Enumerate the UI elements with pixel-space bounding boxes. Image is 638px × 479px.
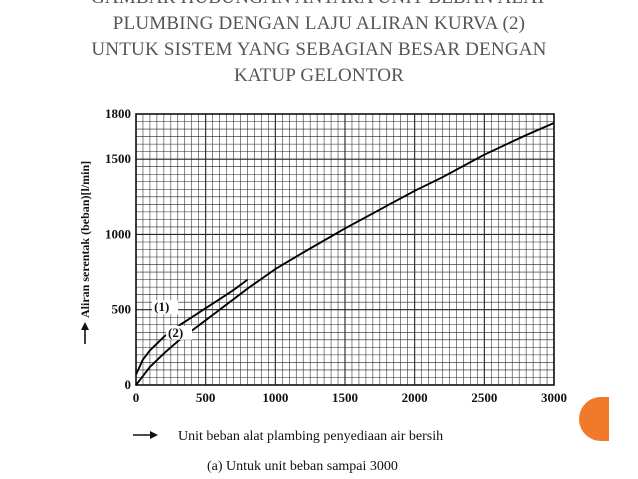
x-tick-label: 2500	[471, 390, 497, 405]
series-label-bg	[166, 325, 193, 340]
title-line-4: KATUP GELONTOR	[233, 65, 405, 86]
x-axis-label-group: Unit beban alat plambing penyediaan air …	[133, 429, 443, 444]
x-tick-label: 0	[133, 390, 140, 405]
y-axis-label-group: Aliran serentak (beban)[l/min]	[78, 161, 92, 344]
y-tick-label: 1000	[105, 226, 131, 241]
series-lines: (1) (2)	[135, 122, 555, 386]
x-tick-label: 1000	[262, 390, 288, 405]
plot-frame	[135, 113, 555, 386]
y-axis-arrow-head	[81, 322, 89, 330]
x-tick-label: 1500	[332, 390, 358, 405]
y-tick-label: 500	[112, 302, 132, 317]
title-line-2: PLUMBING DENGAN LAJU ALIRAN KURVA (2)	[112, 13, 526, 34]
x-tick-label: 3000	[541, 390, 567, 405]
series-line-2	[135, 122, 555, 386]
x-tick-label: 2000	[402, 390, 428, 405]
series-line-1	[135, 278, 249, 375]
y-tick-label: 1500	[105, 151, 131, 166]
x-axis-label: Unit beban alat plambing penyediaan air …	[178, 429, 443, 444]
chart-grid	[135, 113, 555, 386]
y-axis-label: Aliran serentak (beban)[l/min]	[78, 161, 92, 318]
x-axis-arrow-head	[150, 431, 158, 439]
decorative-orange-shape	[579, 397, 609, 441]
y-tick-label: 1800	[105, 106, 131, 121]
chart-caption: (a) Untuk unit beban sampai 3000	[207, 459, 398, 474]
title-line-3: UNTUK SISTEM YANG SEBAGIAN BESAR DENGAN	[91, 39, 547, 60]
tick-labels: 0 500 1000 1500 2000 2500 3000 0 500 1000 1500 1800	[105, 106, 567, 405]
title-line-1: GAMBAR HUBUNGAN ANTARA UNIT BEBAN ALAT	[0, 0, 638, 11]
y-tick-label: 0	[125, 377, 132, 392]
series-label-2: (2)	[168, 325, 183, 340]
slide-title: GAMBAR HUBUNGAN ANTARA UNIT BEBAN ALAT P…	[0, 0, 638, 89]
series-label-1: (1)	[154, 299, 169, 314]
x-tick-label: 500	[196, 390, 216, 405]
series-label-bg	[152, 300, 179, 315]
